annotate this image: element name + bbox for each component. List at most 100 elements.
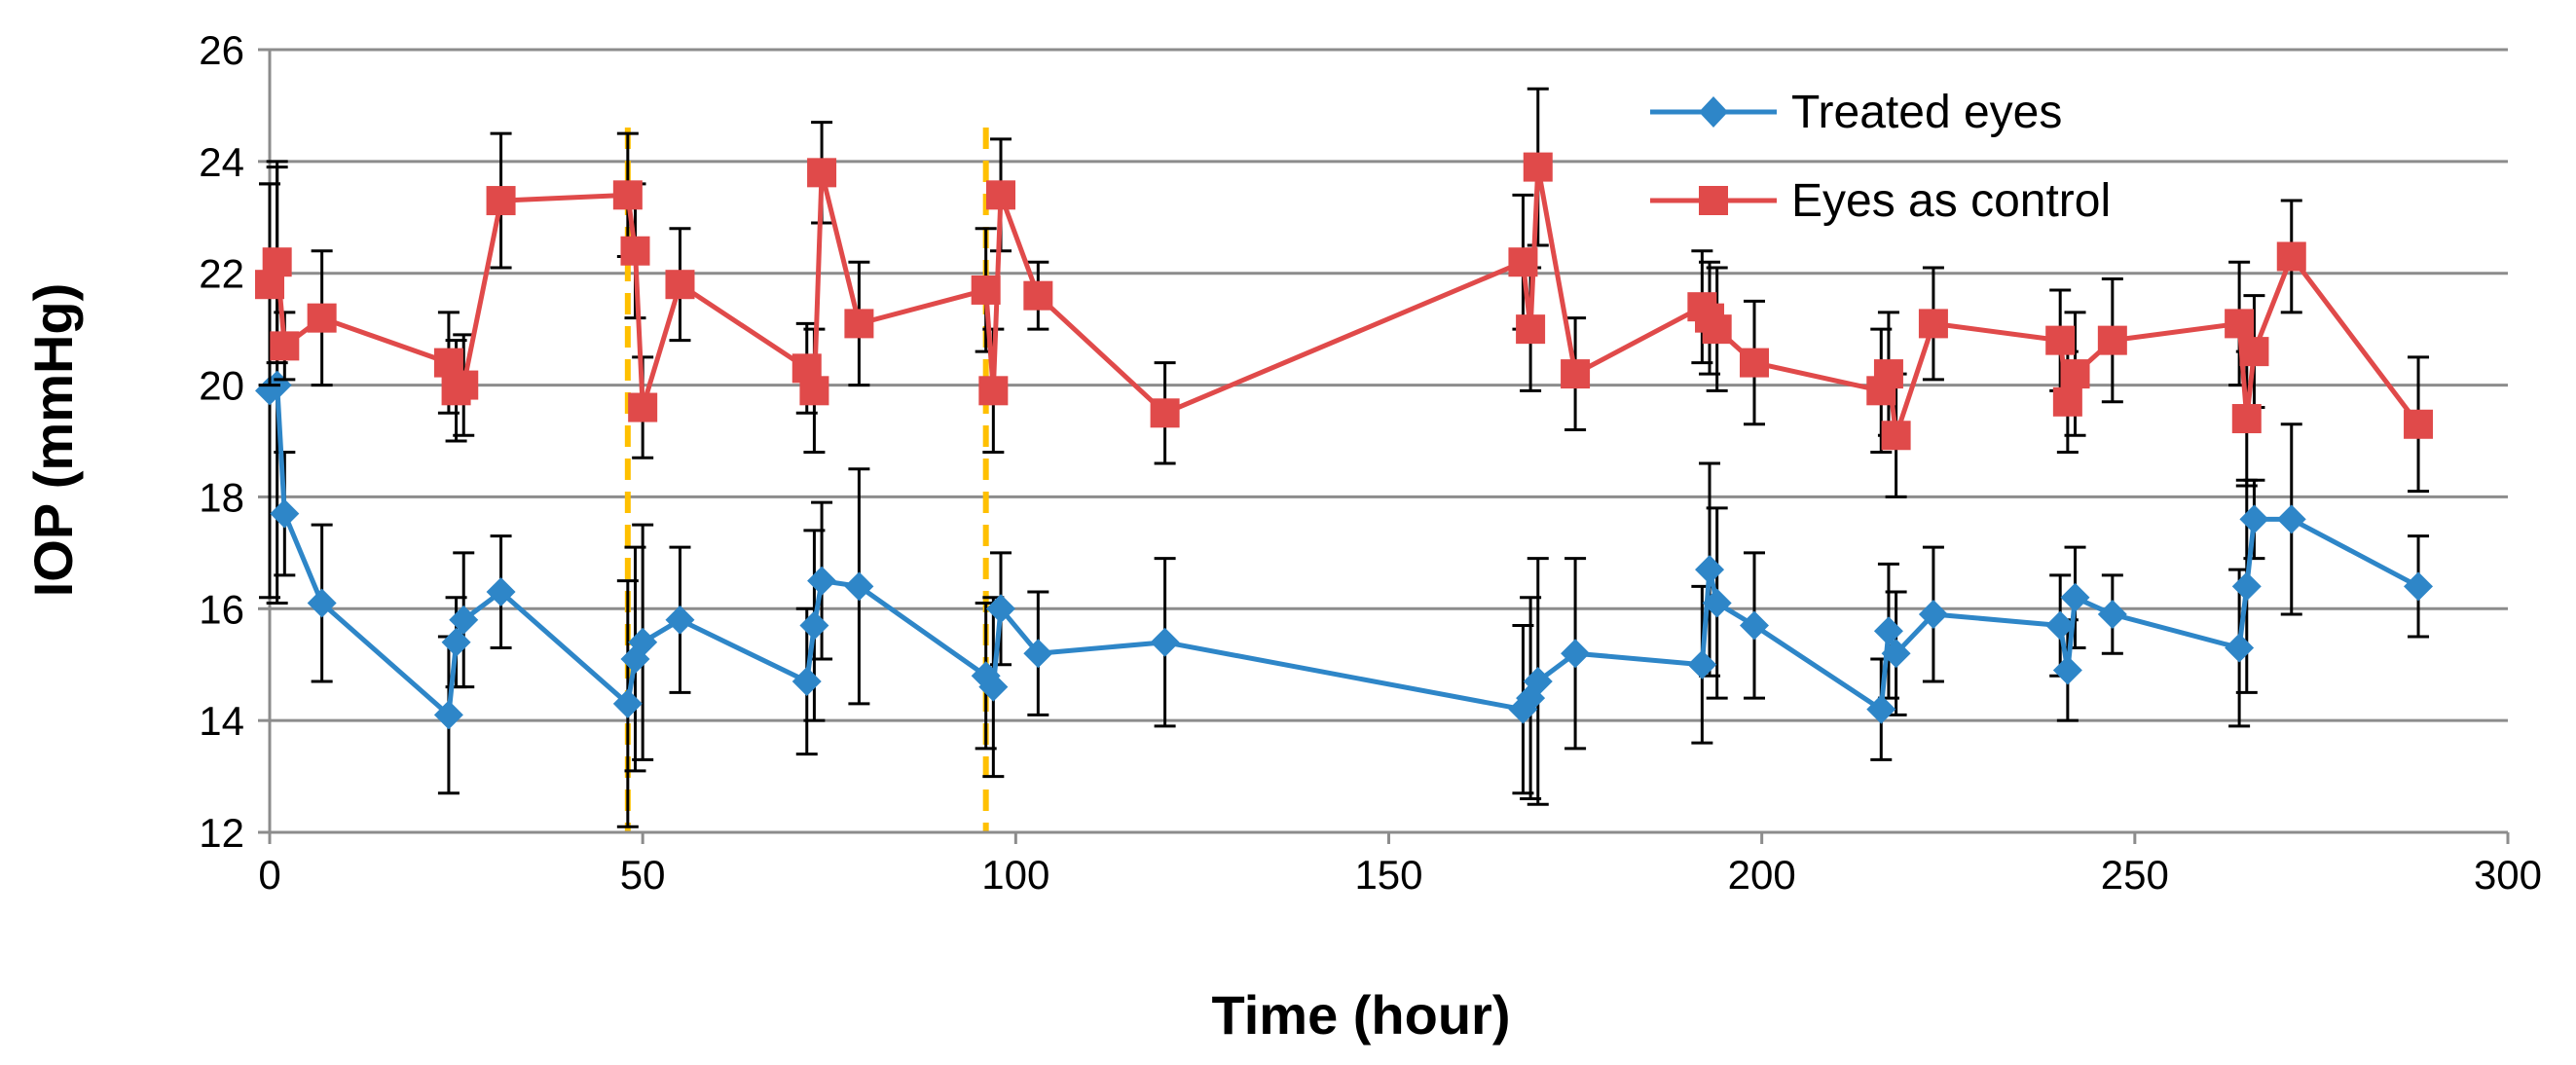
data-point [807, 158, 837, 188]
data-point [1023, 280, 1053, 311]
data-point [1702, 588, 1732, 618]
data-point [986, 594, 1016, 624]
legend-marker-treated [1699, 96, 1728, 128]
data-point [2060, 582, 2090, 612]
data-point [612, 688, 643, 718]
y-tick-label: 12 [199, 810, 244, 856]
data-point [2231, 571, 2262, 602]
series-line [268, 383, 2420, 717]
series-treated-eyes [255, 165, 2434, 828]
data-point [1740, 610, 1770, 641]
data-point [270, 331, 300, 361]
x-tick-label: 300 [2474, 852, 2542, 898]
data-point [1150, 627, 1180, 657]
data-point [2404, 571, 2434, 602]
data-point [971, 661, 1001, 691]
legend-marker-control [1699, 186, 1728, 215]
data-point [307, 588, 337, 618]
x-tick-label: 250 [2101, 852, 2169, 898]
data-point [1881, 639, 1911, 669]
data-point [2097, 600, 2127, 630]
data-point [844, 571, 874, 602]
data-point [2052, 655, 2082, 685]
data-point [1687, 649, 1717, 679]
data-point [2239, 504, 2269, 534]
data-point [1740, 348, 1770, 378]
data-point [844, 309, 874, 339]
data-point [1023, 639, 1053, 669]
data-point [2276, 504, 2306, 534]
data-point [612, 180, 643, 210]
y-tick-label: 26 [199, 27, 244, 73]
legend: Treated eyes Eyes as control [1650, 87, 2111, 227]
x-tick-label: 200 [1728, 852, 1796, 898]
data-point [2060, 359, 2090, 389]
data-point [978, 376, 1009, 406]
axes [258, 48, 2510, 844]
data-point [2225, 309, 2255, 339]
data-point [1523, 152, 1553, 182]
data-point [441, 627, 471, 657]
gridlines [270, 48, 2508, 722]
y-tick-label: 20 [199, 363, 244, 409]
data-point [262, 247, 292, 277]
legend-label-control: Eyes as control [1791, 175, 2111, 227]
y-tick-label: 22 [199, 251, 244, 297]
data-point [307, 303, 337, 333]
data-point [1523, 666, 1553, 696]
data-point [1561, 639, 1591, 669]
data-point [2045, 610, 2076, 641]
data-point [1873, 359, 1903, 389]
y-axis-title: IOP (mmHg) [22, 283, 84, 598]
data-point [1918, 600, 1948, 630]
plot-area [255, 87, 2434, 828]
data-point [1150, 398, 1180, 428]
x-tick-label: 150 [1354, 852, 1422, 898]
data-point [665, 605, 695, 635]
legend-label-treated: Treated eyes [1791, 87, 2062, 138]
data-point [986, 180, 1016, 210]
data-point [971, 275, 1001, 305]
data-point [978, 672, 1009, 702]
data-point [270, 498, 300, 529]
data-point [2231, 404, 2262, 434]
y-tick-label: 24 [199, 139, 244, 185]
series-eyes-as-control [255, 87, 2434, 498]
x-axis-title: Time (hour) [1212, 984, 1511, 1046]
y-tick-label: 14 [199, 698, 244, 744]
data-point [807, 566, 837, 596]
data-point [2225, 633, 2255, 663]
data-point [2404, 409, 2434, 439]
y-tick-label: 18 [199, 474, 244, 520]
tick-labels: 12 14 16 18 20 22 24 26 0 50 100 150 200 250 300 [199, 27, 2542, 898]
y-tick-label: 16 [199, 586, 244, 632]
data-point [449, 370, 479, 400]
data-point [628, 627, 658, 657]
data-point [1873, 616, 1903, 646]
data-point [2097, 325, 2127, 355]
data-point [433, 700, 463, 730]
data-point [1702, 314, 1732, 345]
data-point [2239, 337, 2269, 367]
data-point [799, 376, 829, 406]
data-point [1561, 359, 1591, 389]
data-point [1881, 421, 1911, 451]
data-point [620, 236, 650, 266]
data-point [449, 605, 479, 635]
data-point [1516, 314, 1546, 345]
data-point [628, 392, 658, 422]
data-point [1866, 694, 1896, 724]
x-tick-label: 50 [620, 852, 666, 898]
data-point [2276, 241, 2306, 272]
data-point [799, 610, 829, 641]
data-point [665, 270, 695, 300]
data-point [486, 186, 516, 216]
data-point [1695, 555, 1725, 585]
data-point [1918, 309, 1948, 339]
x-tick-label: 0 [258, 852, 280, 898]
x-tick-label: 100 [981, 852, 1049, 898]
data-point [1508, 247, 1538, 277]
data-point [2045, 325, 2076, 355]
data-point [791, 666, 822, 696]
data-point [486, 577, 516, 607]
